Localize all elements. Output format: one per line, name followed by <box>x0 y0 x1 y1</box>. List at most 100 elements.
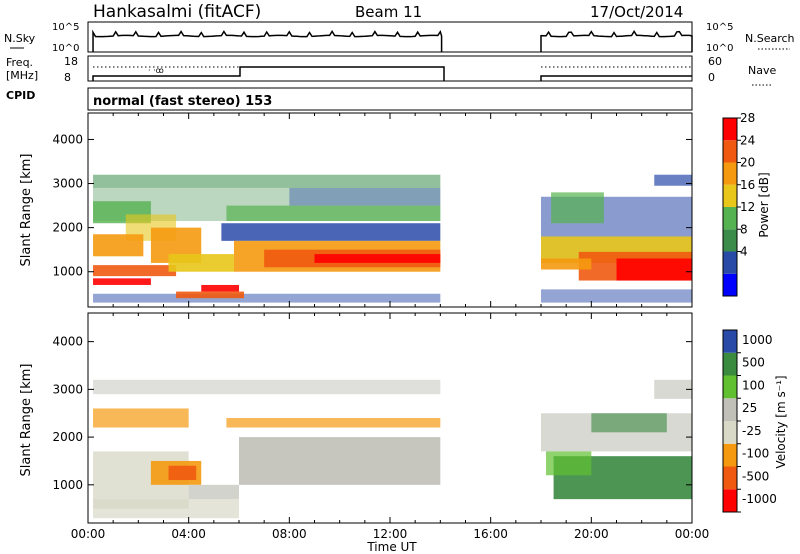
colorbar-tick-label: 1000 <box>742 333 773 347</box>
colorbar-swatch <box>723 207 737 230</box>
freq-unit: [MHz] <box>6 69 38 82</box>
data-cell <box>314 254 441 263</box>
power-ylabel: Slant Range [km] <box>19 154 34 267</box>
colorbar-tick-label: 16 <box>740 178 755 192</box>
power-colorbar-label: Power [dB] <box>757 172 771 237</box>
colorbar-tick-label: 8 <box>740 222 748 236</box>
xaxis-label: Time UT <box>366 540 417 554</box>
colorbar-tick-label: 500 <box>742 356 765 370</box>
beam-label: Beam 11 <box>355 3 422 21</box>
power-colorbar: 28 24 20 16 12 8 4 <box>722 111 755 297</box>
colorbar-tick-label: 28 <box>740 111 755 125</box>
velocity-colorbar-label: Velocity [m s⁻¹] <box>774 375 788 468</box>
colorbar-swatch <box>723 352 737 376</box>
data-cell <box>551 192 604 224</box>
data-cell <box>654 174 692 186</box>
data-cell <box>188 484 239 500</box>
colorbar-tick-label: -100 <box>742 447 769 461</box>
colorbar-tick-label: -500 <box>742 469 769 483</box>
colorbar-swatch <box>723 251 737 274</box>
nave-label: Nave <box>748 64 776 77</box>
colorbar-tick-label: 12 <box>740 200 755 214</box>
nsearch-tick-bottom: 10^0 <box>706 43 733 54</box>
colorbar-tick-label: 4 <box>740 245 748 259</box>
cpid-text: normal (fast stereo) 153 <box>93 94 272 109</box>
freq-tick-bottom: 8 <box>64 71 71 84</box>
data-cell <box>168 254 234 272</box>
y-tick-label: 3000 <box>52 382 83 396</box>
data-cell <box>176 291 245 299</box>
nsearch-tick-top: 10^5 <box>706 22 733 33</box>
y-tick-label: 4000 <box>52 335 83 349</box>
freq-label: Freq. <box>6 56 33 69</box>
y-tick-label: 4000 <box>52 132 83 146</box>
data-cell <box>239 437 441 485</box>
nave-tick-bottom: 0 <box>708 71 715 84</box>
velocity-yaxis: 4000 3000 2000 1000 <box>52 335 692 492</box>
colorbar-swatch <box>723 162 737 185</box>
colorbar-swatch <box>723 421 737 444</box>
data-cell <box>168 465 197 481</box>
date-label: 17/Oct/2014 <box>590 3 683 21</box>
freq-panel: · ·ꝏ Freq. [MHz] 18 8 60 0 Nave CPID <box>6 55 776 102</box>
cpid-label: CPID <box>6 89 35 102</box>
colorbar-swatch <box>723 118 737 141</box>
y-tick-label: 1000 <box>52 478 83 492</box>
data-cell <box>591 413 667 433</box>
data-cell <box>93 278 151 285</box>
colorbar-tick-label: -1000 <box>742 492 777 506</box>
y-tick-label: 2000 <box>52 221 83 235</box>
data-cell <box>93 379 441 395</box>
station-title: Hankasalmi (fitACF) <box>93 2 261 22</box>
power-heatmap <box>93 174 692 303</box>
data-cell <box>93 234 144 257</box>
y-tick-label: 2000 <box>52 430 83 444</box>
colorbar-swatch <box>723 466 737 490</box>
data-cell <box>226 205 441 222</box>
data-cell <box>201 284 239 292</box>
data-cell <box>616 258 692 281</box>
y-tick-label: 1000 <box>52 265 83 279</box>
time-axis: 00:00 04:00 08:00 12:00 16:00 20:00 00:00 <box>71 113 710 541</box>
colorbar-swatch <box>723 140 737 163</box>
nsearch-label: N.Search <box>745 32 795 45</box>
data-cell <box>226 418 441 428</box>
x-tick-label: 08:00 <box>272 527 307 541</box>
data-cell <box>541 258 592 270</box>
colorbar-tick-label: 100 <box>742 378 765 392</box>
data-cell <box>93 499 240 519</box>
data-cell <box>289 187 441 206</box>
colorbar-swatch <box>723 273 737 296</box>
nave-tick-top: 60 <box>708 55 722 68</box>
x-tick-label: 00:00 <box>71 527 106 541</box>
power-yaxis: 4000 3000 2000 1000 <box>52 132 692 279</box>
cpid-panel <box>87 87 693 111</box>
colorbar-swatch <box>723 443 737 467</box>
x-tick-label: 00:00 <box>675 527 710 541</box>
data-cell <box>221 223 441 241</box>
colorbar-tick-label: 20 <box>740 156 755 170</box>
data-cell <box>93 408 189 428</box>
velocity-panel: 4000 3000 2000 1000 Slant Range [km] 1000 50… <box>19 312 788 524</box>
colorbar-swatch <box>723 398 737 421</box>
velocity-heatmap <box>93 379 692 519</box>
velocity-colorbar: 1000 500 100 25 -25 -100 -500 -1000 <box>722 329 777 513</box>
nsky-panel: N.Sky 10^5 10^0 10^5 10^0 N.Search <box>4 21 795 54</box>
data-cell <box>93 174 441 188</box>
data-cell <box>541 289 692 303</box>
data-cell <box>93 265 177 277</box>
nsky-tick-bottom: 10^0 <box>52 43 79 54</box>
colorbar-swatch <box>723 184 737 207</box>
freq-tick-top: 18 <box>64 55 78 68</box>
x-tick-label: 16:00 <box>473 527 508 541</box>
velocity-ylabel: Slant Range [km] <box>19 364 34 477</box>
colorbar-tick-label: 24 <box>740 133 755 147</box>
nsky-tick-top: 10^5 <box>52 22 79 33</box>
x-tick-label: 20:00 <box>574 527 609 541</box>
colorbar-tick-label: 25 <box>742 401 757 415</box>
x-tick-label: 12:00 <box>373 527 408 541</box>
power-panel: 4000 3000 2000 1000 Slant Range [km] 28 24 20… <box>19 111 771 308</box>
colorbar-swatch <box>723 330 737 353</box>
y-tick-label: 3000 <box>52 177 83 191</box>
